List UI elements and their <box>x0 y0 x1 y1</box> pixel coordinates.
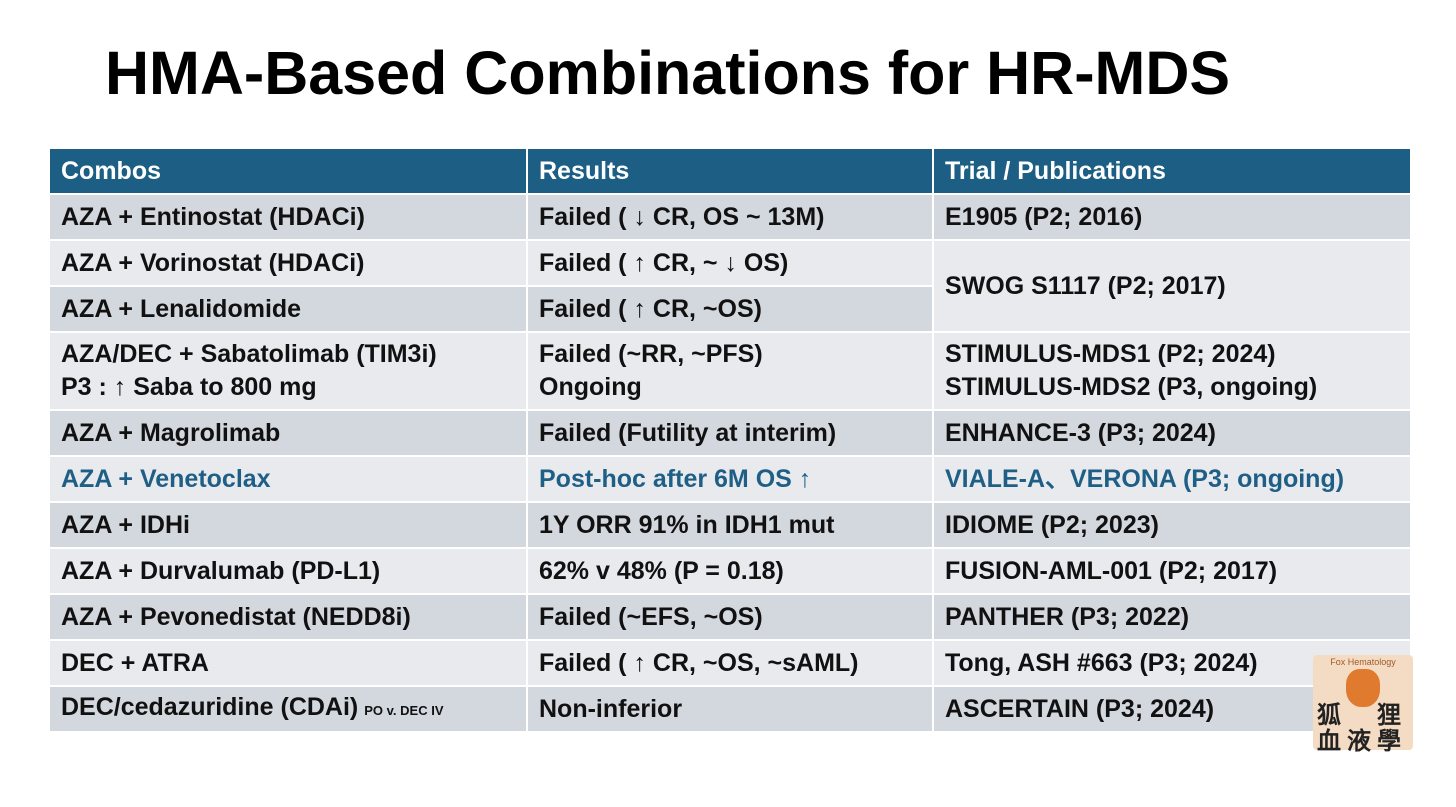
table-cell: Failed ( ↓ CR, OS ~ 13M) <box>528 195 932 239</box>
header-text: Results <box>539 156 630 185</box>
header-text: Combos <box>61 156 161 185</box>
table-cell: AZA + Venetoclax <box>50 457 526 501</box>
cell-text: AZA + Vorinostat (HDACi) <box>61 248 365 277</box>
logo: Fox Hematology 狐 狸血液學 <box>1313 655 1413 755</box>
cell-line: AZA/DEC + Sabatolimab (TIM3i) <box>61 340 437 368</box>
cell-text: SWOG S1117 (P2; 2017) <box>945 271 1226 300</box>
cell-text: DEC/cedazuridine (CDAi) <box>61 693 359 721</box>
cell-line: P3 : ↑ Saba to 800 mg <box>61 373 317 401</box>
table-cell: AZA + Vorinostat (HDACi) <box>50 241 526 285</box>
table-cell: Failed (Futility at interim) <box>528 411 932 455</box>
logo-char: 液 <box>1347 728 1371 755</box>
table-cell: AZA + Pevonedistat (NEDD8i) <box>50 595 526 639</box>
cell-text: Failed (Futility at interim) <box>539 418 837 447</box>
table-cell: DEC + ATRA <box>50 641 526 685</box>
cell-text: Tong, ASH #663 (P3; 2024) <box>945 648 1258 677</box>
table-cell: AZA + Lenalidomide <box>50 287 526 331</box>
cell-text: AZA + Lenalidomide <box>61 294 302 323</box>
table-cell: DEC/cedazuridine (CDAi) PO v. DEC IV <box>50 687 526 731</box>
logo-char: 狸 <box>1377 702 1401 729</box>
slide-title: HMA-Based Combinations for HR-MDS <box>105 39 1231 107</box>
table-cell: FUSION-AML-001 (P2; 2017) <box>934 549 1410 593</box>
table-cell: Failed (~EFS, ~OS) <box>528 595 932 639</box>
header-cell: Results <box>528 149 932 193</box>
table-cell: SWOG S1117 (P2; 2017) <box>934 241 1410 331</box>
cell-text: Post-hoc after 6M OS ↑ <box>539 464 812 493</box>
cell-text: Failed ( ↑ CR, ~OS, ~sAML) <box>539 648 859 677</box>
cell-text: Failed ( ↓ CR, OS ~ 13M) <box>539 202 825 231</box>
logo-char: 血 <box>1317 728 1341 755</box>
cell-text: 1Y ORR 91% in IDH1 mut <box>539 510 835 539</box>
table-cell: Failed ( ↑ CR, ~OS, ~sAML) <box>528 641 932 685</box>
cell-text: ASCERTAIN (P3; 2024) <box>945 694 1215 723</box>
cell-text: AZA + IDHi <box>61 510 190 539</box>
table-cell: AZA/DEC + Sabatolimab (TIM3i) P3 : ↑ Saba… <box>50 333 526 409</box>
table-cell: 62% v 48% (P = 0.18) <box>528 549 932 593</box>
table-cell: AZA + Durvalumab (PD-L1) <box>50 549 526 593</box>
cell-text: AZA + Pevonedistat (NEDD8i) <box>61 602 411 631</box>
table-cell: E1905 (P2; 2016) <box>934 195 1410 239</box>
cell-text: PANTHER (P3; 2022) <box>945 602 1190 631</box>
cell-line: DEC/cedazuridine (CDAi) PO v. DEC IV <box>61 691 515 727</box>
cell-text: FUSION-AML-001 (P2; 2017) <box>945 556 1278 585</box>
cell-line: Ongoing <box>539 373 642 401</box>
cell-text: AZA + Durvalumab (PD-L1) <box>61 556 381 585</box>
cell-text: E1905 (P2; 2016) <box>945 202 1143 231</box>
cell-text: VIALE-A、VERONA (P3; ongoing) <box>945 464 1345 493</box>
table-cell: Failed ( ↑ CR, ~OS) <box>528 287 932 331</box>
header-cell: Combos <box>50 149 526 193</box>
header-cell: Trial / Publications <box>934 149 1410 193</box>
fox-icon <box>1346 669 1380 707</box>
table-cell: VIALE-A、VERONA (P3; ongoing) <box>934 457 1410 501</box>
logo-name: Fox Hematology <box>1330 657 1396 667</box>
cell-text: Failed ( ↑ CR, ~ ↓ OS) <box>539 248 789 277</box>
cell-text: AZA + Venetoclax <box>61 464 271 493</box>
table-cell: AZA + Entinostat (HDACi) <box>50 195 526 239</box>
cell-text: Failed (~EFS, ~OS) <box>539 602 763 631</box>
header-text: Trial / Publications <box>945 156 1166 185</box>
cell-line: STIMULUS-MDS2 (P3, ongoing) <box>945 373 1318 401</box>
cell-note: PO v. DEC IV <box>364 703 444 718</box>
cell-line: STIMULUS-MDS1 (P2; 2024) <box>945 340 1276 368</box>
cell-line: Failed (~RR, ~PFS) <box>539 340 763 368</box>
cell-text: DEC + ATRA <box>61 648 209 677</box>
table-cell: IDIOME (P2; 2023) <box>934 503 1410 547</box>
cell-text: AZA + Magrolimab <box>61 418 281 447</box>
table-cell: 1Y ORR 91% in IDH1 mut <box>528 503 932 547</box>
logo-char: 狐 <box>1317 702 1341 729</box>
table-cell: Failed ( ↑ CR, ~ ↓ OS) <box>528 241 932 285</box>
cell-text: Failed ( ↑ CR, ~OS) <box>539 294 762 323</box>
table-cell: Post-hoc after 6M OS ↑ <box>528 457 932 501</box>
cell-text: IDIOME (P2; 2023) <box>945 510 1159 539</box>
cell-text: 62% v 48% (P = 0.18) <box>539 556 784 585</box>
table-cell: Non-inferior <box>528 687 932 731</box>
cell-text: ENHANCE-3 (P3; 2024) <box>945 418 1216 447</box>
table-cell: AZA + IDHi <box>50 503 526 547</box>
table-cell: ENHANCE-3 (P3; 2024) <box>934 411 1410 455</box>
table-cell: PANTHER (P3; 2022) <box>934 595 1410 639</box>
logo-char: 學 <box>1377 728 1401 755</box>
table-cell: Failed (~RR, ~PFS) Ongoing <box>528 333 932 409</box>
cell-text: AZA + Entinostat (HDACi) <box>61 202 365 231</box>
table-cell: STIMULUS-MDS1 (P2; 2024) STIMULUS-MDS2 (P… <box>934 333 1410 409</box>
table-cell: AZA + Magrolimab <box>50 411 526 455</box>
cell-text: Non-inferior <box>539 694 683 723</box>
